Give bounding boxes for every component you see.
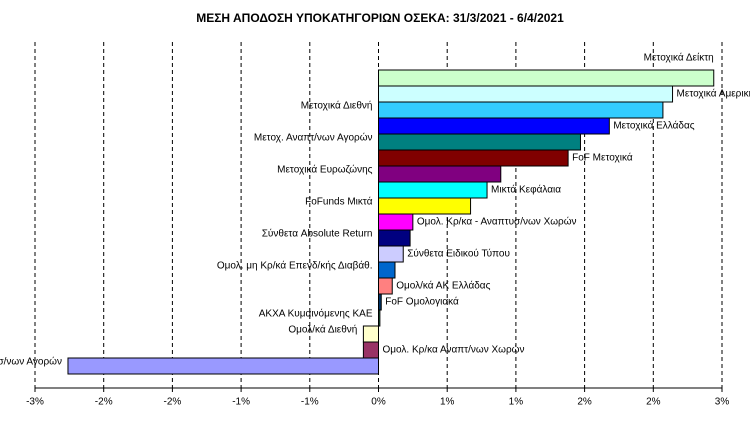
bar bbox=[378, 69, 715, 87]
bar-label: FoFunds Μικτά bbox=[305, 196, 373, 208]
bar bbox=[362, 341, 379, 359]
x-tick-label: 2% bbox=[646, 397, 661, 408]
x-tick-label: -2% bbox=[95, 397, 113, 408]
bar-label: FoF Μετοχικά bbox=[572, 152, 633, 164]
bar bbox=[378, 213, 414, 231]
bar bbox=[378, 117, 610, 135]
x-tick-label: -1% bbox=[232, 397, 250, 408]
bar-label: Μετοχ. Αναπτυσ/νων Αγορών bbox=[0, 356, 62, 368]
bar-label: Μετοχικά Αμερικής bbox=[677, 88, 750, 100]
bar-label: ΑΚΧΑ Κυμαινόμενης ΚΑΕ bbox=[259, 308, 373, 320]
bar bbox=[378, 85, 674, 103]
bar bbox=[378, 197, 472, 215]
bar bbox=[378, 181, 488, 199]
x-tick-label: -1% bbox=[301, 397, 319, 408]
bar-label: Σύνθετα Ειδικού Τύπου bbox=[407, 248, 510, 260]
bar-label: Ομολ. μη Κρ/κά Επενδ/κής Διαβάθ. bbox=[217, 260, 373, 272]
bar-label: Μετοχικά Ευρωζώνης bbox=[277, 164, 373, 176]
bar bbox=[378, 261, 396, 279]
bar-label: Σύνθετα Absolute Return bbox=[262, 228, 373, 240]
bar bbox=[378, 165, 502, 183]
bar-label: Μετοχικά Διεθνή bbox=[301, 100, 373, 112]
bar bbox=[378, 293, 382, 311]
x-tick-label: 1% bbox=[509, 397, 524, 408]
bar-label: Ομολ. Κρ/κα Αναπτ/νων Χωρών bbox=[383, 344, 525, 356]
bar-label: Ομολ/κά ΑΚ Ελλάδας bbox=[396, 280, 490, 292]
bar bbox=[378, 149, 569, 167]
x-tick-label: -2% bbox=[164, 397, 182, 408]
bar-label: Μικτά Κεφάλαια bbox=[491, 184, 561, 196]
bar-label: Ομολ/κά Διεθνή bbox=[288, 324, 357, 336]
bar bbox=[378, 277, 393, 295]
bar-label: Μετοχ. Αναπτ/νων Αγορών bbox=[254, 132, 373, 144]
bar bbox=[378, 309, 381, 327]
x-tick-label: -3% bbox=[26, 397, 44, 408]
bar bbox=[378, 133, 581, 151]
chart-title: ΜΕΣΗ ΑΠΟΔΟΣΗ ΥΠΟΚΑΤΗΓΟΡΙΩΝ ΟΣΕΚΑ: 31/3/2… bbox=[196, 11, 564, 25]
bar-label: Ομολ. Κρ/κα - Αναπτυσ/νων Χωρών bbox=[417, 216, 577, 228]
x-tick-label: 0% bbox=[371, 397, 386, 408]
x-tick-label: 1% bbox=[440, 397, 455, 408]
bar-label: FoF Ομολογιακά bbox=[385, 296, 459, 308]
bar bbox=[378, 101, 664, 119]
x-tick-label: 2% bbox=[577, 397, 592, 408]
x-tick-label: 3% bbox=[715, 397, 730, 408]
bar bbox=[67, 357, 379, 375]
bar bbox=[362, 325, 379, 343]
bar-label: Μετοχικά Δείκτη bbox=[644, 52, 714, 64]
bar bbox=[378, 245, 404, 263]
bar-label: Μετοχικά Ελλάδας bbox=[613, 120, 694, 132]
bar bbox=[378, 229, 411, 247]
